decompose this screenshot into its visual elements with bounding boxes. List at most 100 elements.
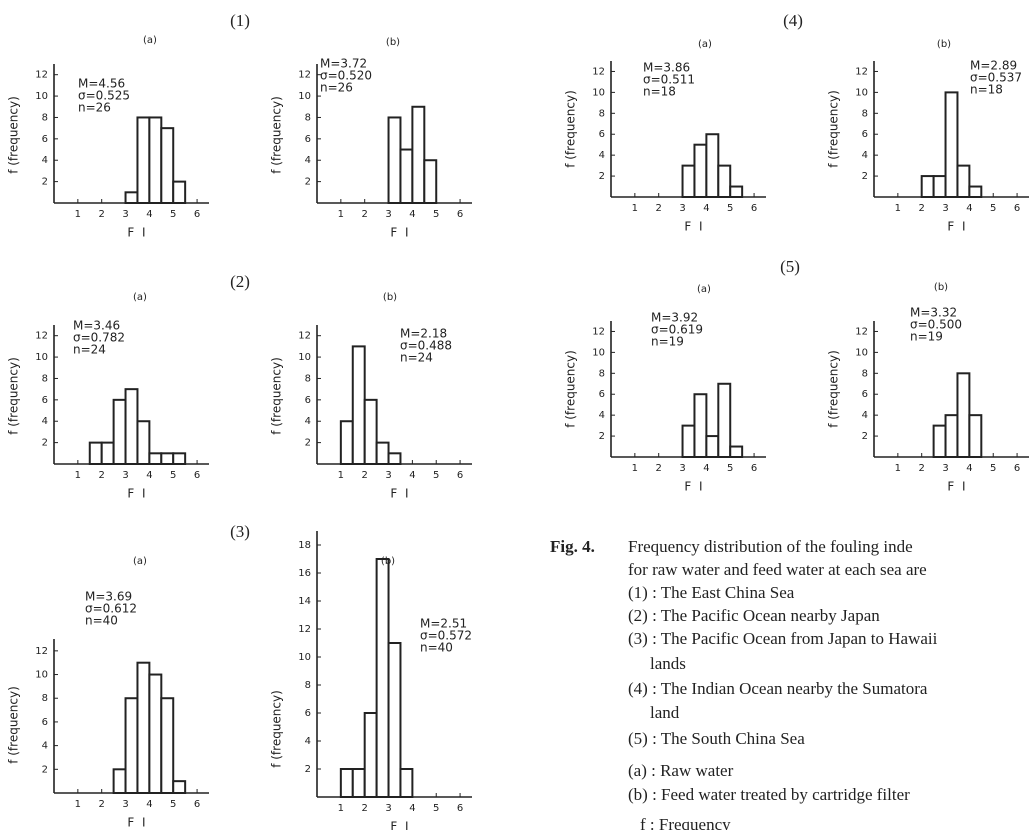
bar	[124, 388, 139, 465]
caption-line: for raw water and feed water at each sea…	[628, 560, 927, 579]
x-tick-label: 3	[942, 203, 948, 214]
y-tick-label: 10	[592, 347, 605, 358]
group-label: (3)	[230, 522, 250, 541]
y-tick-label: 4	[305, 736, 311, 747]
x-tick-label: 2	[919, 203, 925, 214]
y-tick-label: 14	[298, 596, 311, 607]
x-tick-label: 1	[75, 209, 81, 220]
y-tick-label: 8	[305, 112, 311, 123]
y-tick-label: 18	[298, 540, 311, 551]
y-tick-label: 10	[35, 670, 48, 681]
bar	[399, 768, 414, 798]
bar	[148, 452, 163, 465]
bar	[124, 697, 139, 795]
y-tick-label: 10	[298, 352, 311, 363]
y-tick-label: 12	[298, 70, 311, 81]
x-tick-label: 6	[457, 470, 463, 481]
y-tick-label: 10	[298, 91, 311, 102]
y-tick-label: 2	[862, 431, 868, 442]
x-tick-label: 6	[194, 209, 200, 220]
x-tick-label: 4	[409, 470, 415, 481]
x-tick-label: 1	[895, 463, 901, 474]
bar	[339, 420, 354, 466]
x-tick-label: 3	[122, 209, 128, 220]
bar	[363, 398, 378, 466]
x-tick-label: 3	[942, 463, 948, 474]
y-tick-label: 2	[599, 171, 605, 182]
x-tick-label: 5	[990, 203, 996, 214]
bar	[387, 116, 402, 204]
y-tick-label: 16	[298, 568, 311, 579]
y-axis-label: f (frequency)	[7, 686, 21, 764]
bar	[375, 441, 390, 466]
y-tick-label: 6	[862, 129, 868, 140]
bar	[693, 393, 708, 459]
x-axis-label: F I	[390, 820, 410, 830]
x-tick-label: 6	[751, 203, 757, 214]
bar	[920, 175, 935, 198]
bar	[148, 673, 163, 794]
x-tick-label: 5	[727, 203, 733, 214]
y-tick-label: 8	[305, 373, 311, 384]
y-axis-label: f (frequency)	[270, 690, 284, 768]
bar	[112, 768, 127, 794]
bar	[411, 105, 426, 204]
y-tick-label: 2	[862, 171, 868, 182]
x-axis-label: F I	[947, 220, 967, 234]
x-tick-label: 4	[409, 209, 415, 220]
annotation: n=24	[73, 343, 106, 357]
bar	[88, 441, 103, 466]
y-tick-label: 4	[305, 155, 311, 166]
y-tick-label: 6	[599, 389, 605, 400]
bar	[112, 398, 127, 466]
bar	[160, 127, 175, 204]
y-tick-label: 2	[305, 764, 311, 775]
annotation: M=2.18	[400, 327, 447, 341]
annotation: σ=0.500	[910, 318, 962, 332]
x-tick-label: 4	[966, 203, 972, 214]
bar	[681, 424, 696, 459]
annotation: σ=0.612	[85, 602, 137, 616]
bar	[124, 191, 139, 205]
y-tick-label: 8	[862, 368, 868, 379]
annotation: n=40	[85, 614, 118, 628]
y-tick-label: 10	[298, 652, 311, 663]
bar	[681, 164, 696, 199]
bar	[705, 435, 720, 459]
bar	[172, 452, 187, 465]
x-tick-label: 6	[1014, 203, 1020, 214]
annotation: n=40	[420, 641, 453, 655]
caption-line: (1) : The East China Sea	[628, 583, 795, 602]
bar	[148, 116, 163, 204]
chart-title: (b)	[386, 37, 400, 48]
bar	[363, 712, 378, 798]
y-tick-label: 12	[592, 66, 605, 77]
annotation: n=18	[643, 85, 676, 99]
bar	[729, 185, 744, 199]
x-tick-label: 2	[656, 463, 662, 474]
y-axis-label: f (frequency)	[827, 350, 841, 428]
y-tick-label: 2	[42, 764, 48, 775]
x-tick-label: 5	[727, 463, 733, 474]
histogram-panel: 1 2 3 4 5 624681012141618(b)M=2.51σ=0.572n=40…	[270, 531, 472, 830]
y-tick-label: 6	[305, 134, 311, 145]
group-label: (1)	[230, 11, 250, 30]
chart-title: (a)	[143, 35, 157, 46]
x-tick-label: 3	[122, 470, 128, 481]
chart-title: (a)	[133, 556, 147, 567]
bar	[100, 441, 115, 466]
y-tick-label: 6	[599, 129, 605, 140]
chart-title: (a)	[697, 284, 711, 295]
bar	[705, 133, 720, 199]
annotation: σ=0.511	[643, 73, 695, 87]
x-axis-label: F I	[390, 487, 410, 501]
y-tick-label: 6	[305, 708, 311, 719]
chart-title: (b)	[937, 39, 951, 50]
y-tick-label: 12	[855, 66, 868, 77]
caption-line: (3) : The Pacific Ocean from Japan to Ha…	[628, 629, 938, 648]
